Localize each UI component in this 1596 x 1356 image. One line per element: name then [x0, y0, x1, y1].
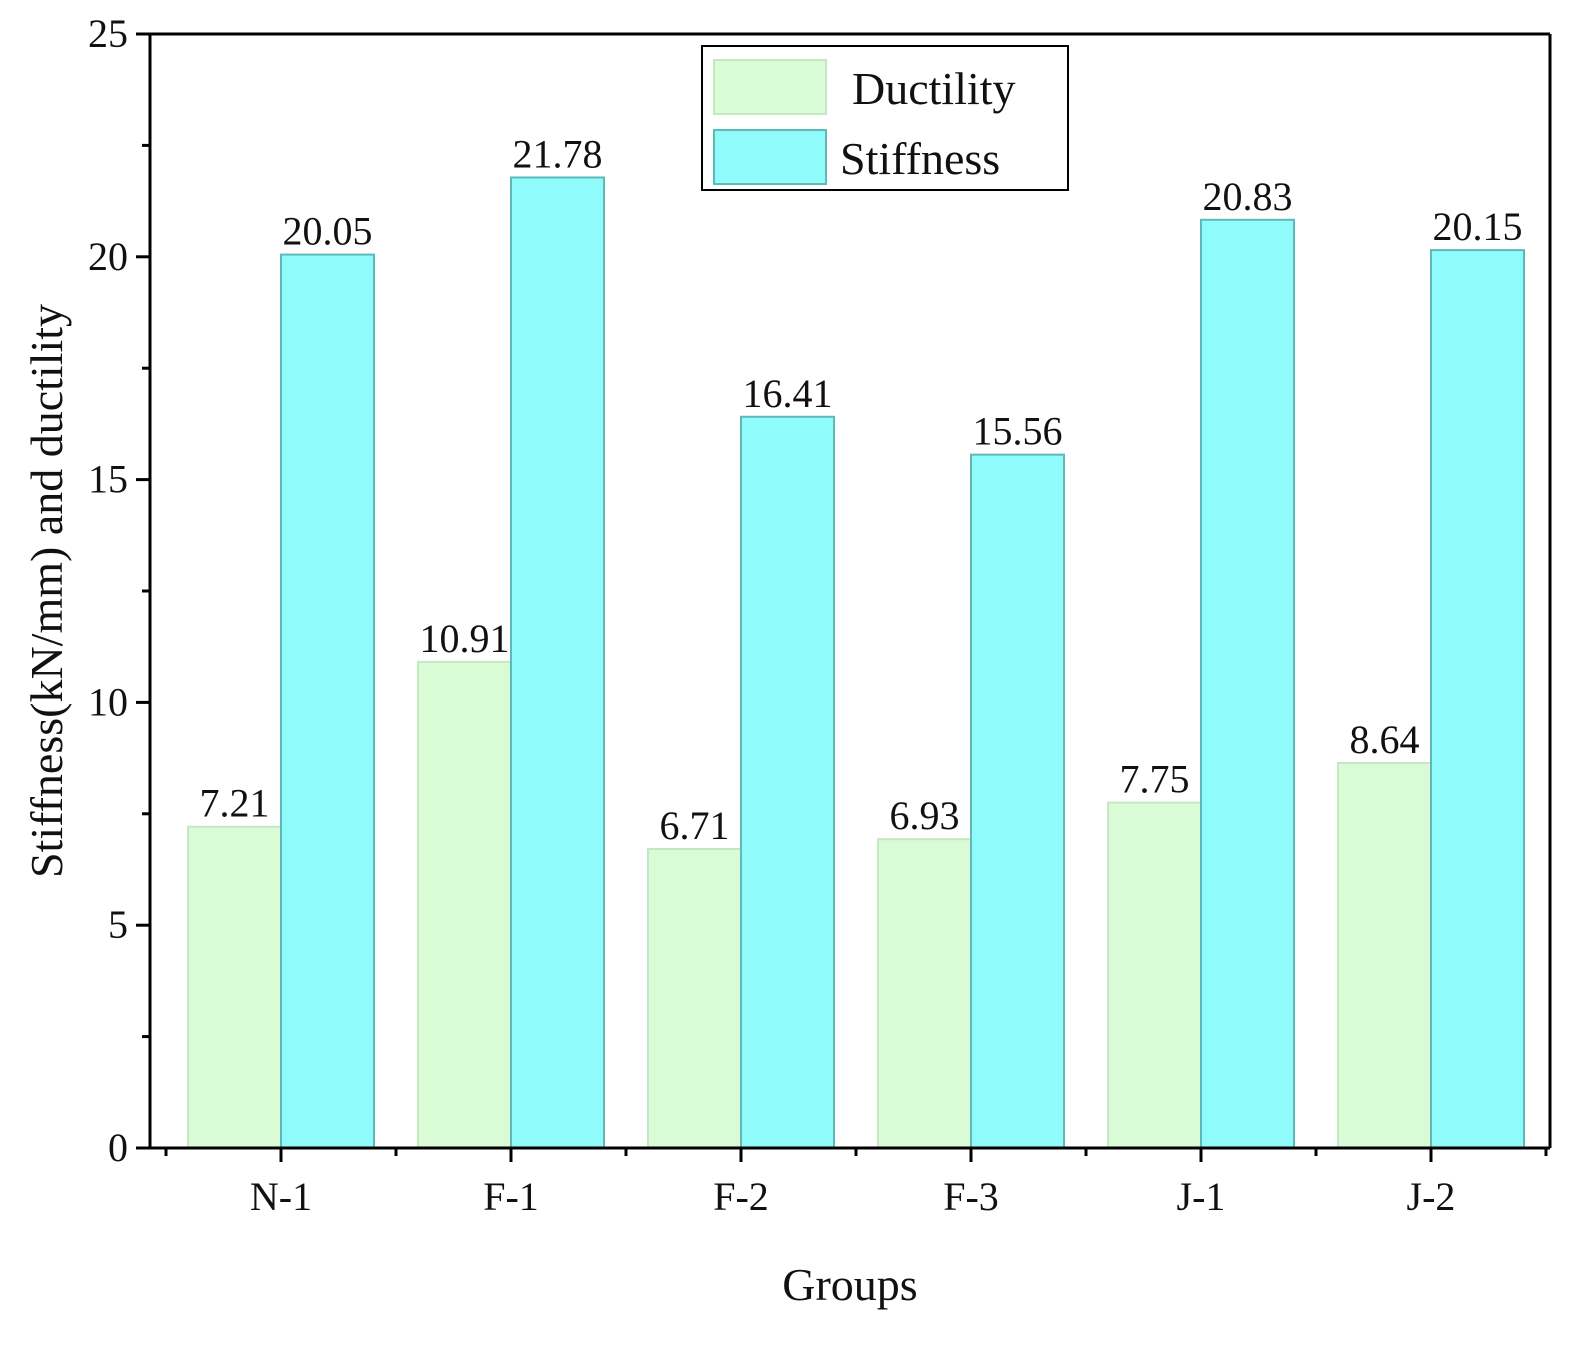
x-tick-label-f-1: F-1	[483, 1174, 539, 1219]
value-label-ductility-f-3: 6.93	[890, 793, 960, 838]
y-tick-label-0: 0	[108, 1125, 128, 1170]
bar-stiffness-n-1	[280, 253, 375, 1149]
y-tick-label-5: 5	[108, 902, 128, 947]
bars	[187, 176, 1525, 1150]
legend-label-ductility: Ductility	[852, 63, 1016, 114]
bar-stiffness-f-2	[740, 415, 835, 1149]
y-tick-label-20: 20	[88, 234, 128, 279]
bar-ductility-n-1	[187, 825, 282, 1149]
x-tick-label-f-3: F-3	[943, 1174, 999, 1219]
bar-ductility-f-3	[877, 838, 972, 1150]
value-label-stiffness-f-2: 16.41	[743, 371, 833, 416]
axes: 0 5 10 15 20 25 N-1 F-1 F-2 F-3 J-1 J-2	[88, 11, 1552, 1219]
value-label-stiffness-n-1: 20.05	[283, 209, 373, 254]
value-label-stiffness-j-1: 20.83	[1203, 174, 1293, 219]
y-tick-label-15: 15	[88, 457, 128, 502]
x-axis-title: Groups	[782, 1259, 917, 1310]
legend-swatch-ductility	[713, 59, 827, 115]
legend-label-stiffness: Stiffness	[840, 133, 1000, 184]
bar-stiffness-f-3	[970, 453, 1065, 1149]
value-label-ductility-j-1: 7.75	[1120, 757, 1190, 802]
value-label-stiffness-f-1: 21.78	[513, 131, 603, 176]
value-label-ductility-n-1: 7.21	[200, 781, 270, 826]
x-tick-label-n-1: N-1	[250, 1174, 312, 1219]
bar-stiffness-j-2	[1430, 249, 1525, 1149]
bar-ductility-f-2	[647, 848, 742, 1149]
value-label-ductility-f-2: 6.71	[660, 803, 730, 848]
bar-ductility-j-2	[1337, 762, 1432, 1149]
x-tick-label-f-2: F-2	[713, 1174, 769, 1219]
bar-stiffness-f-1	[510, 176, 605, 1149]
y-tick-label-10: 10	[88, 679, 128, 724]
x-tick-label-j-1: J-1	[1177, 1174, 1226, 1219]
legend-swatch-stiffness	[713, 129, 827, 185]
bar-ductility-f-1	[417, 660, 512, 1149]
value-label-stiffness-f-3: 15.56	[973, 409, 1063, 454]
y-axis-title: Stiffness(kN/mm) and ductility	[21, 304, 72, 878]
value-label-ductility-j-2: 8.64	[1350, 717, 1420, 762]
value-label-stiffness-j-2: 20.15	[1433, 204, 1523, 249]
bar-stiffness-j-1	[1200, 218, 1295, 1150]
value-labels: 7.21 20.05 10.91 21.78 6.71 16.41 6.93 15.56 7.7…	[200, 131, 1523, 848]
y-tick-label-25: 25	[88, 11, 128, 56]
legend: Ductility Stiffness	[701, 45, 1069, 191]
bar-ductility-j-1	[1107, 801, 1202, 1149]
value-label-ductility-f-1: 10.91	[420, 616, 510, 661]
x-tick-label-j-2: J-2	[1407, 1174, 1456, 1219]
